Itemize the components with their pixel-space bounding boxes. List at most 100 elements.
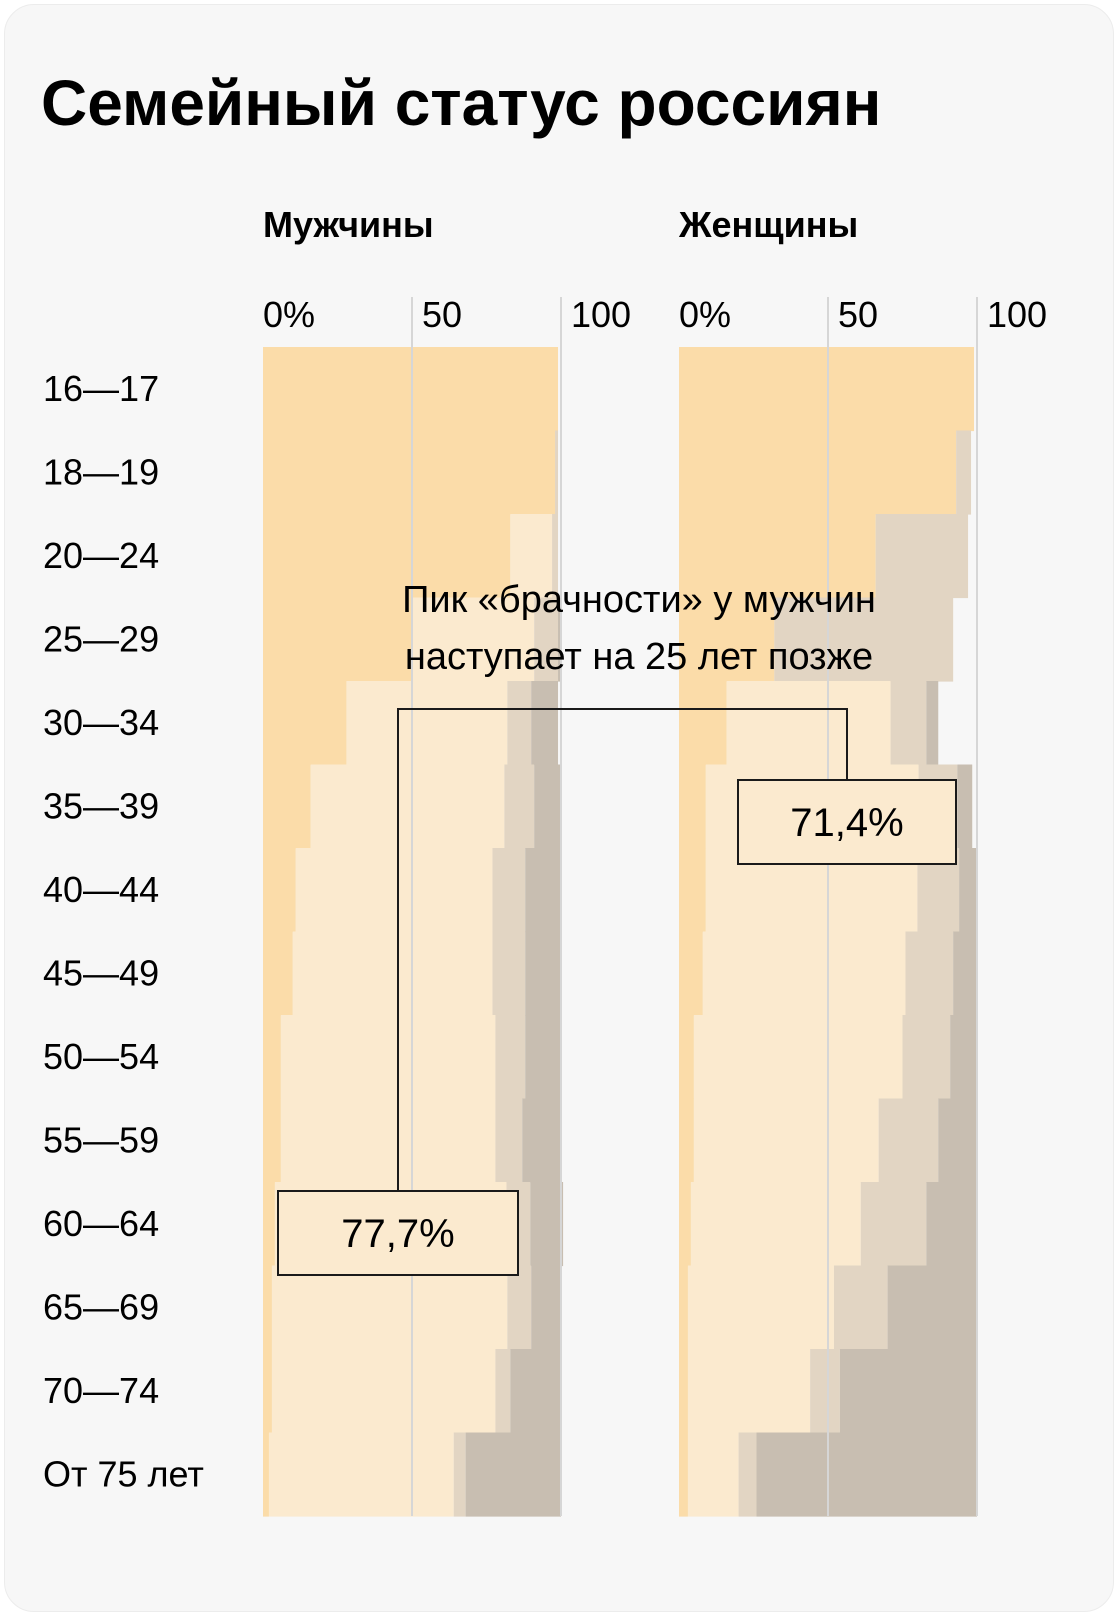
bar-segment xyxy=(687,1432,739,1517)
chart-card: Семейный статус россиян Мужчины 0% 50 100 Же… xyxy=(4,4,1114,1612)
callout-box xyxy=(277,1190,519,1276)
bars xyxy=(263,347,564,1517)
bar-segment xyxy=(271,1349,496,1434)
bar-segment xyxy=(263,347,559,432)
bar-segment xyxy=(295,848,493,933)
bar-segment xyxy=(271,1265,508,1350)
bar-segment xyxy=(957,764,973,849)
age-label: 40—44 xyxy=(43,869,159,910)
bar-segment xyxy=(860,1182,927,1267)
age-labels: 16—17 18—19 20—24 25—29 30—34 35—39 40—44 45—49… xyxy=(43,368,204,1495)
age-label: 45—49 xyxy=(43,952,159,993)
bar-segment xyxy=(953,931,977,1016)
bar-segment xyxy=(687,1349,811,1434)
bar-segment xyxy=(679,597,775,682)
bar-segment xyxy=(690,1182,861,1267)
bar-segment xyxy=(530,1182,564,1267)
bar-segment xyxy=(534,764,561,849)
bar-segment xyxy=(507,1265,532,1350)
bar-segment xyxy=(465,1432,561,1517)
chart-title: Семейный статус россиян xyxy=(41,67,881,139)
age-label: 18—19 xyxy=(43,451,159,492)
bar-segment xyxy=(687,1265,834,1350)
bar-segment xyxy=(522,1098,561,1183)
age-label: 60—64 xyxy=(43,1203,159,1244)
age-label: 55—59 xyxy=(43,1119,159,1160)
bar-segment xyxy=(531,681,559,766)
bar-segment xyxy=(510,1349,561,1434)
bar-segment xyxy=(525,848,561,933)
age-label: 30—34 xyxy=(43,702,159,743)
bar-segment xyxy=(693,1098,879,1183)
chart: Семейный статус россиян Мужчины 0% 50 100 Же… xyxy=(41,67,1047,1517)
bar-segment xyxy=(693,1015,903,1100)
bar-segment xyxy=(492,931,526,1016)
bar-segment xyxy=(833,1265,888,1350)
bar-segment xyxy=(679,764,706,849)
bar-segment xyxy=(926,681,939,766)
bar-segment xyxy=(280,1015,496,1100)
annotation-line: наступает на 25 лет позже xyxy=(405,636,873,678)
bar-segment xyxy=(263,1432,269,1517)
bar-segment xyxy=(510,514,553,599)
bar-segment xyxy=(679,1015,694,1100)
bar-segment xyxy=(679,848,706,933)
bar-segment xyxy=(310,764,505,849)
bar-segment xyxy=(702,931,906,1016)
bar-segment xyxy=(292,931,493,1016)
bar-segment xyxy=(495,1349,511,1434)
x-tick-label: 100 xyxy=(571,294,631,335)
bar-segment xyxy=(453,1432,466,1517)
bar-segment xyxy=(679,931,703,1016)
bar-segment xyxy=(263,1182,275,1267)
panel-title: Мужчины xyxy=(263,204,434,245)
bar-segment xyxy=(956,430,972,515)
age-label: 35—39 xyxy=(43,785,159,826)
bar-segment xyxy=(810,1349,840,1434)
x-tick-label: 0% xyxy=(679,294,731,335)
callout-connector xyxy=(397,708,848,1191)
bar-segment xyxy=(263,1098,281,1183)
panel-title: Женщины xyxy=(678,204,858,245)
bar-segment xyxy=(507,681,532,766)
x-tick-label: 50 xyxy=(422,294,462,335)
bar-segment xyxy=(756,1432,977,1517)
bar-segment xyxy=(738,1432,757,1517)
chart-callouts: 77,7% 71,4% xyxy=(277,779,957,1276)
callout: 77,7% xyxy=(277,1190,519,1276)
bar-segment xyxy=(679,1265,688,1350)
bar-segment xyxy=(774,597,954,682)
bar-segment xyxy=(495,1098,523,1183)
bar-segment xyxy=(905,931,954,1016)
bar-segment xyxy=(531,1265,561,1350)
bar-segment xyxy=(902,1015,951,1100)
bar-segment xyxy=(534,597,559,682)
x-tick-label: 0% xyxy=(263,294,315,335)
bar-segment xyxy=(263,1015,281,1100)
bar-segment xyxy=(679,347,975,432)
callout-box xyxy=(737,779,957,865)
age-label: 65—69 xyxy=(43,1286,159,1327)
bar-segment xyxy=(878,1098,939,1183)
bar-segment xyxy=(679,1098,694,1183)
age-label: 70—74 xyxy=(43,1370,159,1411)
bar-segment xyxy=(950,1015,977,1100)
bar-segment xyxy=(679,1349,688,1434)
age-label: 16—17 xyxy=(43,368,159,409)
bar-segment xyxy=(938,1098,977,1183)
bar-segment xyxy=(959,848,977,933)
bar-segment xyxy=(495,1015,526,1100)
bar-segment xyxy=(268,1432,454,1517)
bar-segment xyxy=(263,1349,272,1434)
bar-segment xyxy=(263,848,296,933)
bar-segment xyxy=(263,764,311,849)
bar-segment xyxy=(412,597,535,682)
age-label: 25—29 xyxy=(43,618,159,659)
bar-segment xyxy=(263,931,293,1016)
bar-segment xyxy=(263,1265,272,1350)
bar-segment xyxy=(263,597,412,682)
bar-segment xyxy=(525,1015,561,1100)
bar-segment xyxy=(679,514,876,599)
panel-0: Мужчины 0% 50 100 xyxy=(263,204,631,1517)
bar-segment xyxy=(875,514,969,599)
